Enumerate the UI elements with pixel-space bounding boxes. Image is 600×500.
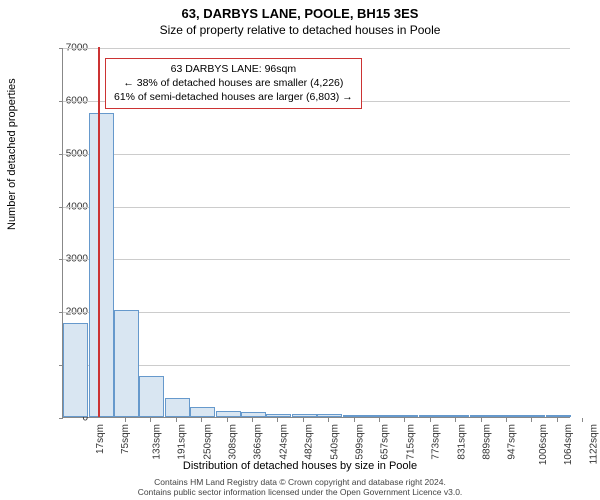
xtick-label: 599sqm (355, 424, 366, 460)
xtick-mark (252, 418, 253, 422)
xtick-mark (176, 418, 177, 422)
page-subtitle: Size of property relative to detached ho… (0, 21, 600, 37)
xtick-label: 715sqm (405, 424, 416, 460)
xtick-label: 947sqm (507, 424, 518, 460)
xtick-mark (303, 418, 304, 422)
xtick-mark (582, 418, 583, 422)
xtick-mark (354, 418, 355, 422)
xtick-label: 1064sqm (563, 424, 574, 465)
legend-line-1: 63 DARBYS LANE: 96sqm (114, 62, 353, 76)
gridline (63, 154, 570, 155)
bar (520, 415, 545, 417)
xtick-mark (430, 418, 431, 422)
xtick-label: 250sqm (202, 424, 213, 460)
xtick-label: 889sqm (482, 424, 493, 460)
xtick-label: 75sqm (120, 424, 131, 454)
footer: Contains HM Land Registry data © Crown c… (0, 476, 600, 500)
xtick-label: 657sqm (380, 424, 391, 460)
y-axis-label: Number of detached properties (6, 78, 18, 230)
legend-box: 63 DARBYS LANE: 96sqm ← 38% of detached … (105, 58, 362, 109)
xtick-label: 540sqm (329, 424, 340, 460)
xtick-label: 1122sqm (588, 424, 599, 464)
bar (343, 415, 368, 417)
bar (190, 407, 215, 417)
xtick-mark (531, 418, 532, 422)
xtick-mark (125, 418, 126, 422)
marker-line (98, 47, 100, 417)
bar (470, 415, 495, 417)
xtick-mark (150, 418, 151, 422)
gridline (63, 365, 570, 366)
bar (393, 415, 418, 417)
xtick-label: 773sqm (431, 424, 442, 460)
xtick-mark (557, 418, 558, 422)
xtick-label: 133sqm (151, 424, 162, 460)
bar (495, 415, 520, 417)
xtick-label: 366sqm (253, 424, 264, 460)
bar (317, 414, 342, 417)
bar (114, 310, 139, 417)
page-title: 63, DARBYS LANE, POOLE, BH15 3ES (0, 0, 600, 21)
xtick-mark (404, 418, 405, 422)
xtick-mark (277, 418, 278, 422)
bar (89, 113, 114, 417)
bar (63, 323, 88, 417)
xtick-mark (201, 418, 202, 422)
footer-line-2: Contains public sector information licen… (4, 488, 596, 498)
xtick-mark (506, 418, 507, 422)
gridline (63, 259, 570, 260)
bar (444, 415, 469, 417)
legend-line-3: 61% of semi-detached houses are larger (… (114, 90, 353, 104)
gridline (63, 48, 570, 49)
xtick-label: 831sqm (456, 424, 467, 460)
xtick-label: 308sqm (228, 424, 239, 460)
bar (546, 415, 571, 417)
xtick-mark (455, 418, 456, 422)
chart-container: 63, DARBYS LANE, POOLE, BH15 3ES Size of… (0, 0, 600, 500)
gridline (63, 207, 570, 208)
bar (266, 414, 291, 417)
gridline (63, 312, 570, 313)
xtick-mark (328, 418, 329, 422)
xtick-label: 424sqm (278, 424, 289, 460)
bar (165, 398, 190, 417)
xtick-label: 1006sqm (538, 424, 549, 465)
bar (216, 411, 241, 417)
bar (368, 415, 393, 417)
xtick-mark (481, 418, 482, 422)
legend-line-2: ← 38% of detached houses are smaller (4,… (114, 76, 353, 90)
xtick-label: 17sqm (95, 424, 106, 454)
xtick-label: 191sqm (177, 424, 188, 460)
bar (419, 415, 444, 417)
xtick-mark (379, 418, 380, 422)
xtick-mark (227, 418, 228, 422)
bar (139, 376, 164, 417)
bar (292, 414, 317, 417)
x-axis-label: Distribution of detached houses by size … (0, 460, 600, 472)
bar (241, 412, 266, 417)
xtick-label: 482sqm (304, 424, 315, 460)
